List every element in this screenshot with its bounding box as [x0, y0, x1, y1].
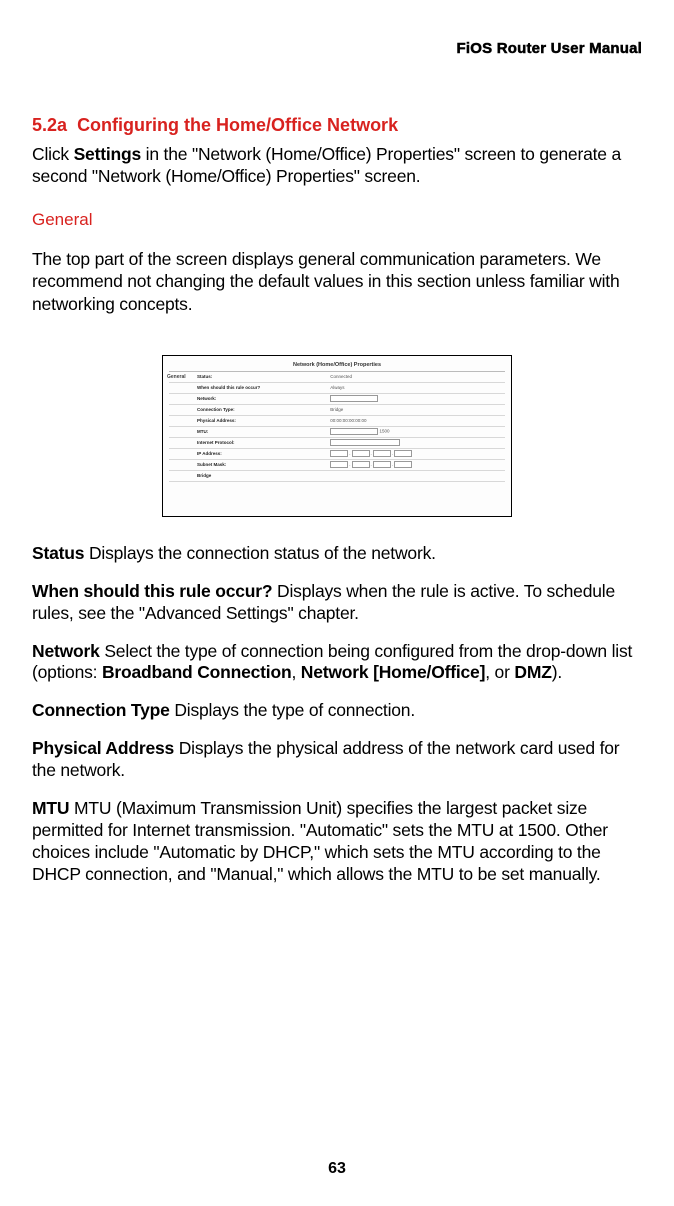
intro-paragraph: Click Settings in the "Network (Home/Off… [32, 144, 642, 188]
properties-figure: Network (Home/Office) Properties General… [162, 355, 512, 517]
fig-row: IP Address:... [169, 449, 505, 460]
def-term: Connection Type [32, 700, 170, 720]
fig-row: MTU: Automatic1500 [169, 427, 505, 438]
def-term: Status [32, 543, 84, 563]
fig-row: Bridge [169, 471, 505, 482]
def-term: Physical Address [32, 738, 174, 758]
figure-table: Status:Connected When should this rule o… [169, 371, 505, 482]
def-rule: When should this rule occur? Displays wh… [32, 581, 642, 625]
def-text: MTU (Maximum Transmission Unit) specifie… [32, 798, 608, 884]
def-network: Network Select the type of connection be… [32, 641, 642, 685]
general-heading: General [32, 210, 642, 230]
def-opt3: DMZ [514, 662, 551, 682]
def-term: When should this rule occur? [32, 581, 272, 601]
page-number: 63 [0, 1160, 674, 1178]
intro-prefix: Click [32, 144, 74, 164]
fig-value: Automatic1500 [330, 428, 505, 435]
fig-label: Network: [169, 396, 330, 401]
def-term: MTU [32, 798, 69, 818]
fig-value: ... [330, 461, 505, 468]
fig-row: Connection Type:Bridge [169, 405, 505, 416]
fig-label: Subnet Mask: [169, 462, 330, 467]
def-sep2: , or [485, 662, 514, 682]
def-opt1: Broadband Connection [102, 662, 291, 682]
section-title: Configuring the Home/Office Network [77, 115, 398, 135]
fig-value [330, 395, 505, 402]
manual-title: FiOS Router User Manual [32, 40, 642, 57]
fig-value: ... [330, 450, 505, 457]
figure-side-label: General [167, 374, 186, 380]
fig-value: Connected [330, 374, 505, 379]
fig-label: MTU: [169, 429, 330, 434]
fig-label: Status: [169, 374, 330, 379]
fig-label: Bridge [169, 473, 330, 478]
def-sep1: , [291, 662, 300, 682]
fig-label: Internet Protocol: [169, 440, 330, 445]
fig-row: Subnet Mask:... [169, 460, 505, 471]
section-heading: 5.2a Configuring the Home/Office Network [32, 115, 642, 136]
def-text-b: ). [552, 662, 562, 682]
fig-label: Connection Type: [169, 407, 330, 412]
fig-row: Status:Connected [169, 372, 505, 383]
def-status: Status Displays the connection status of… [32, 543, 642, 565]
fig-label: When should this rule occur? [169, 385, 330, 390]
section-number: 5.2a [32, 115, 67, 135]
fig-row: Internet Protocol: [169, 438, 505, 449]
fig-value: Bridge [330, 407, 505, 412]
def-physaddr: Physical Address Displays the physical a… [32, 738, 642, 782]
def-conntype: Connection Type Displays the type of con… [32, 700, 642, 722]
fig-label: IP Address: [169, 451, 330, 456]
figure-container: Network (Home/Office) Properties General… [32, 355, 642, 517]
fig-row: When should this rule occur?Always [169, 383, 505, 394]
figure-title: Network (Home/Office) Properties [169, 362, 505, 368]
intro-bold: Settings [74, 144, 141, 164]
fig-row: Network: [169, 394, 505, 405]
fig-value [330, 439, 505, 446]
fig-value: Always [330, 385, 505, 390]
def-term: Network [32, 641, 100, 661]
def-mtu: MTU MTU (Maximum Transmission Unit) spec… [32, 798, 642, 886]
fig-row: Physical Address:00:00:00:00:00:00 [169, 416, 505, 427]
fig-value: 00:00:00:00:00:00 [330, 418, 505, 423]
general-paragraph: The top part of the screen displays gene… [32, 248, 642, 315]
def-text: Displays the connection status of the ne… [84, 543, 436, 563]
def-opt2: Network [Home/Office] [301, 662, 485, 682]
def-text: Displays the type of connection. [170, 700, 415, 720]
fig-label: Physical Address: [169, 418, 330, 423]
